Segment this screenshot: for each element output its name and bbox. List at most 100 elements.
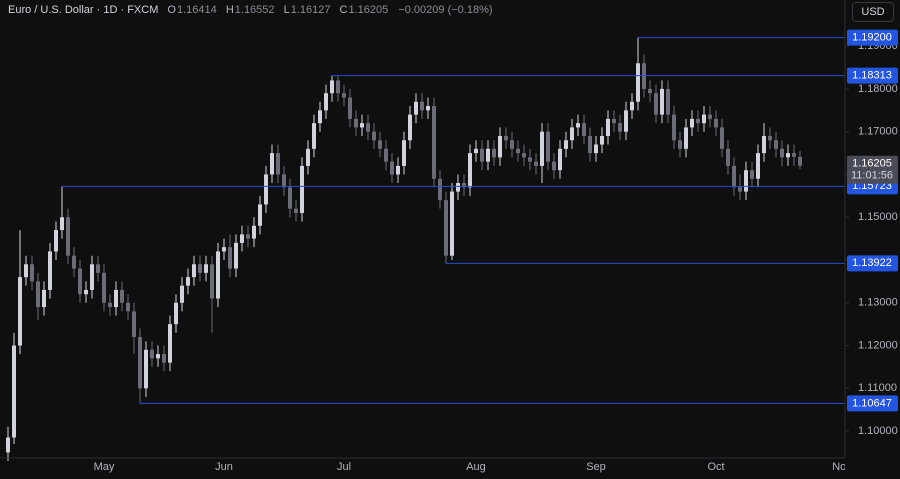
- candle-body: [408, 114, 412, 141]
- y-tick-label: 1.18000: [858, 83, 898, 95]
- last-price-box: [847, 155, 898, 184]
- ohlc-value: 1.16127: [290, 4, 331, 16]
- candle-body: [378, 140, 382, 149]
- ohlc-key: L: [283, 4, 290, 16]
- candle-body: [762, 135, 766, 154]
- candle-body: [534, 161, 538, 166]
- candle-body: [234, 242, 238, 269]
- x-tick-label: Nov: [832, 461, 852, 473]
- candle-body: [552, 161, 556, 171]
- candle-body: [600, 135, 604, 145]
- candle-body: [582, 123, 586, 136]
- candle-body: [786, 153, 790, 158]
- candle-body: [24, 264, 28, 278]
- candle-body: [252, 225, 256, 239]
- candle-body: [636, 63, 640, 102]
- x-tick-label: May: [94, 461, 115, 473]
- candle-body: [342, 93, 346, 98]
- candle-body: [708, 114, 712, 119]
- candle-body: [780, 148, 784, 158]
- change: −0.00209 (−0.18%): [398, 4, 493, 16]
- candle-body: [162, 354, 166, 363]
- candle-body: [468, 153, 472, 188]
- candle-body: [732, 165, 736, 188]
- ohlc-key: O: [167, 4, 176, 16]
- candle-body: [750, 170, 754, 179]
- ohlc-value: 1.16414: [176, 4, 217, 16]
- candle-body: [84, 289, 88, 295]
- candle-body: [720, 127, 724, 149]
- candle-body: [774, 140, 778, 149]
- candle-body: [258, 204, 262, 226]
- candle-body: [432, 106, 436, 179]
- candle-body: [198, 264, 202, 273]
- candle-body: [246, 234, 250, 239]
- candle-body: [714, 118, 718, 128]
- candle-body: [192, 264, 196, 278]
- candle-body: [126, 302, 130, 312]
- x-tick-label: Aug: [466, 461, 486, 473]
- candle-body: [306, 148, 310, 166]
- candle-body: [510, 140, 514, 149]
- candle-body: [684, 127, 688, 149]
- candle-body: [504, 135, 508, 141]
- last-price: 1.16205: [852, 158, 892, 170]
- candle-body: [480, 148, 484, 162]
- candle-body: [174, 302, 178, 325]
- candle-body: [726, 148, 730, 166]
- candle-body: [420, 101, 424, 111]
- candle-body: [672, 114, 676, 141]
- candle-body: [42, 289, 46, 308]
- candle-body: [108, 302, 112, 308]
- level-label-box: [847, 29, 898, 46]
- candle-body: [282, 174, 286, 188]
- currency-button[interactable]: USD: [852, 2, 894, 22]
- candle-body: [366, 123, 370, 132]
- candle-body: [240, 234, 244, 243]
- candle-body: [210, 264, 214, 299]
- candle-body: [642, 63, 646, 89]
- candle-body: [498, 135, 502, 158]
- candle-body: [678, 140, 682, 149]
- candle-body: [546, 131, 550, 162]
- candle-body: [612, 118, 616, 124]
- candle-body: [450, 191, 454, 256]
- candle-body: [132, 311, 136, 337]
- candle-body: [324, 93, 328, 111]
- candle-body: [264, 174, 268, 205]
- candle-body: [54, 230, 58, 252]
- y-tick-label: 1.15000: [858, 211, 898, 223]
- candle-body: [444, 200, 448, 256]
- ohlc-value: 1.16552: [234, 4, 275, 16]
- x-tick-label: Oct: [707, 461, 724, 473]
- candle-body: [60, 217, 64, 231]
- candle-body: [372, 131, 376, 141]
- candle-body: [216, 251, 220, 299]
- y-tick-label: 1.10000: [858, 425, 898, 437]
- x-tick-label: Jun: [215, 461, 233, 473]
- ohlc-value: 1.16205: [348, 4, 389, 16]
- level-label: 1.18313: [852, 69, 892, 81]
- candle-body: [144, 349, 148, 389]
- level-label-box: [847, 395, 898, 412]
- candle-body: [654, 93, 658, 115]
- candle-body: [96, 264, 100, 273]
- symbol-title: Euro / U.S. Dollar · 1D · FXCM: [8, 4, 159, 16]
- symbol-header: Euro / U.S. Dollar · 1D · FXCM O1.16414 …: [8, 4, 494, 16]
- candle-body: [624, 110, 628, 132]
- candle-body: [318, 110, 322, 124]
- candle-body: [138, 336, 142, 389]
- candle-body: [462, 183, 466, 188]
- candle-body: [288, 187, 292, 209]
- ohlc-key: H: [225, 4, 234, 16]
- candle-body: [558, 148, 562, 171]
- candle-body: [660, 88, 664, 115]
- candle-body: [588, 135, 592, 154]
- candle-body: [666, 88, 670, 115]
- candle-body: [168, 324, 172, 363]
- candle-body: [18, 277, 22, 346]
- candle-body: [696, 118, 700, 124]
- candle-body: [30, 264, 34, 282]
- level-label-box: [847, 255, 898, 272]
